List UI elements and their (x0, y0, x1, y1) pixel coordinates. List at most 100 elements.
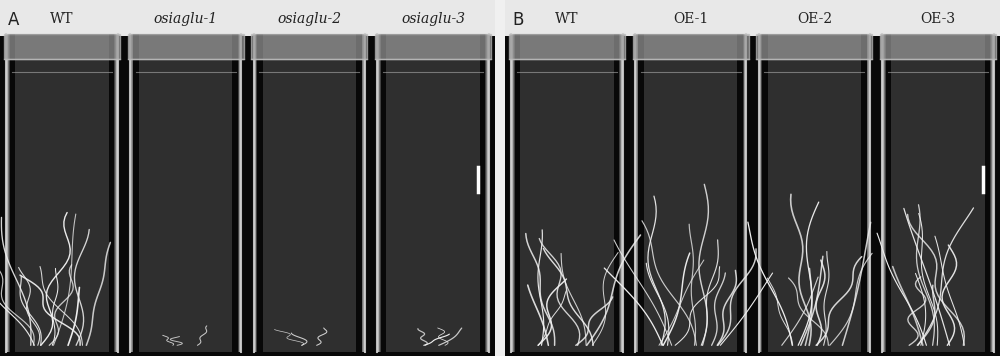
Bar (511, 34, 514, 352)
Bar (254, 34, 256, 352)
Bar (891, 34, 985, 352)
Bar (240, 34, 241, 352)
Bar (768, 34, 861, 352)
Text: B: B (512, 11, 524, 29)
Bar (882, 34, 884, 352)
Bar (621, 34, 623, 352)
Text: osiaglu-3: osiaglu-3 (401, 12, 465, 26)
Bar (139, 34, 232, 352)
Bar (882, 34, 885, 352)
Bar (130, 34, 133, 352)
Bar (744, 34, 746, 352)
Bar (620, 34, 623, 352)
Bar (759, 34, 761, 352)
Bar (254, 34, 365, 352)
Bar (239, 34, 241, 352)
Bar (633, 34, 749, 59)
Text: OE-1: OE-1 (673, 12, 708, 26)
Bar (644, 34, 737, 352)
Bar (511, 34, 623, 352)
Bar (635, 34, 637, 352)
Bar (363, 34, 365, 352)
Bar (759, 34, 762, 352)
Bar (756, 34, 872, 59)
Bar (238, 34, 241, 352)
Bar (130, 34, 133, 352)
Bar (759, 34, 760, 352)
Bar (743, 34, 746, 352)
Bar (635, 34, 636, 352)
Bar (745, 34, 746, 352)
Bar (867, 34, 870, 352)
Bar (377, 34, 381, 352)
Bar (486, 34, 489, 352)
Bar (254, 34, 257, 352)
Bar (6, 34, 8, 352)
Bar (6, 34, 8, 352)
Text: osiaglu-1: osiaglu-1 (154, 12, 218, 26)
Bar (868, 34, 870, 352)
Bar (992, 34, 994, 352)
Bar (114, 34, 118, 352)
Bar (263, 34, 356, 352)
Bar (130, 34, 131, 352)
Bar (882, 34, 994, 352)
Bar (362, 34, 365, 352)
Bar (375, 34, 491, 59)
Bar (6, 34, 9, 352)
Bar (867, 34, 870, 352)
Text: osiaglu-2: osiaglu-2 (277, 12, 341, 26)
Bar (509, 34, 625, 59)
Bar (4, 34, 120, 59)
Bar (487, 34, 489, 352)
Bar (0, 0, 495, 36)
Text: A: A (7, 11, 19, 29)
Bar (116, 34, 118, 352)
Bar (254, 34, 255, 352)
Bar (377, 34, 489, 352)
Bar (882, 34, 886, 352)
Bar (377, 34, 379, 352)
Bar (377, 34, 380, 352)
Bar (487, 34, 489, 352)
Bar (362, 34, 365, 352)
Bar (990, 34, 994, 352)
Bar (116, 34, 118, 352)
Bar (882, 34, 884, 352)
Bar (511, 34, 513, 352)
Bar (744, 34, 746, 352)
Bar (6, 34, 118, 352)
Bar (15, 34, 109, 352)
Bar (991, 34, 994, 352)
Bar (130, 34, 132, 352)
Bar (115, 34, 118, 352)
Bar (485, 34, 489, 352)
Bar (520, 34, 614, 352)
Bar (621, 34, 623, 352)
Bar (992, 34, 994, 352)
Bar (239, 34, 241, 352)
Bar (128, 34, 244, 59)
Bar (377, 34, 379, 352)
Bar (386, 34, 480, 352)
Bar (364, 34, 365, 352)
Bar (619, 34, 623, 352)
Bar (511, 34, 515, 352)
Text: WT: WT (50, 12, 74, 26)
Bar (880, 34, 996, 59)
Bar (254, 34, 256, 352)
Bar (759, 34, 761, 352)
Bar (505, 0, 1000, 36)
Text: OE-2: OE-2 (797, 12, 832, 26)
Text: OE-3: OE-3 (921, 12, 956, 26)
Bar (6, 34, 10, 352)
Bar (511, 34, 513, 352)
Bar (130, 34, 241, 352)
Bar (759, 34, 870, 352)
Bar (635, 34, 746, 352)
Bar (869, 34, 870, 352)
Bar (635, 34, 638, 352)
Text: WT: WT (555, 12, 579, 26)
Bar (635, 34, 638, 352)
Bar (251, 34, 367, 59)
